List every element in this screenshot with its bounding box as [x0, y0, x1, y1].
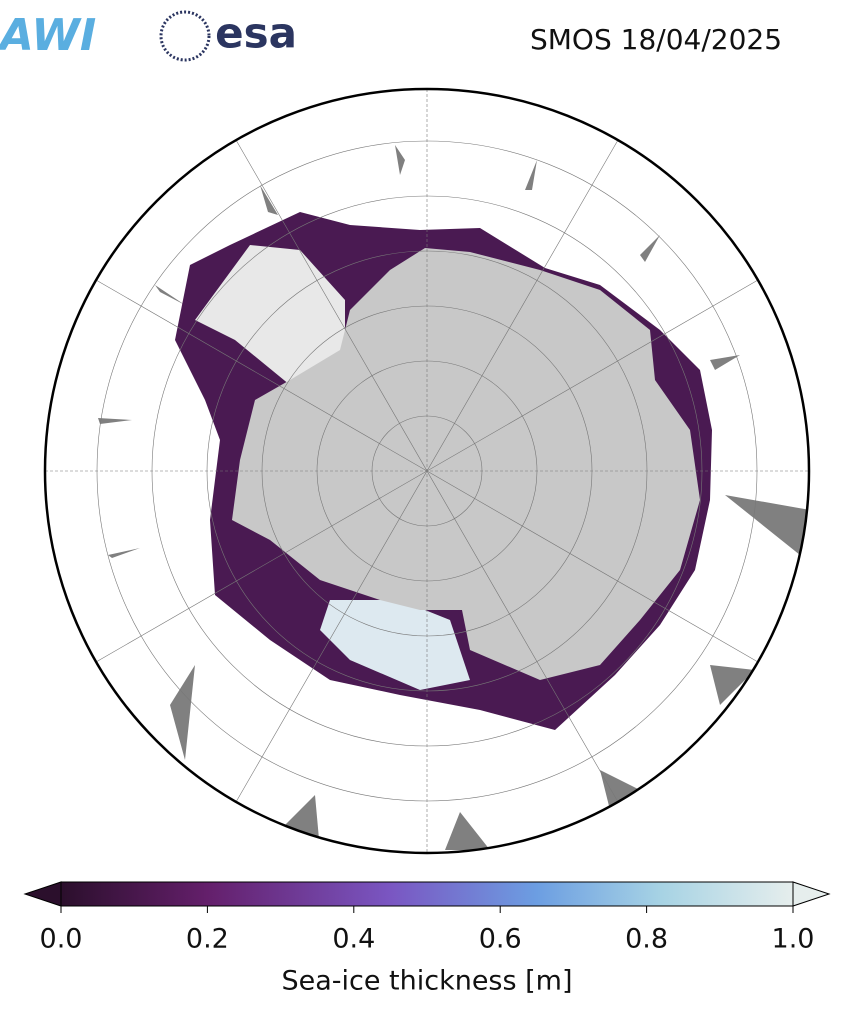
awi-logo: AWI [0, 10, 96, 61]
title: SMOS 18/04/2025 [530, 23, 782, 56]
map [45, 89, 809, 853]
colorbar-tick-label: 0.2 [186, 924, 229, 955]
colorbar: Sea-ice thickness [m] 0.0 0.2 0.4 0.6 0.8 1.0 [23, 881, 831, 997]
colorbar-label: Sea-ice thickness [m] [281, 966, 572, 997]
thick-ice [195, 245, 345, 385]
esa-logo: esa [215, 9, 297, 58]
graticule [45, 89, 809, 853]
colorbar-tick-label: 0.0 [40, 924, 83, 955]
thick-ice [320, 600, 470, 690]
colorbar-gradient [60, 881, 794, 907]
colorbar-tick-label: 0.6 [479, 924, 522, 955]
colorbar-extend-high [792, 881, 831, 907]
colorbar-tick-label: 0.4 [332, 924, 375, 955]
colorbar-extend-low [23, 881, 62, 907]
esa-emblem [159, 10, 211, 62]
map-border [43, 87, 811, 855]
antarctica [232, 248, 700, 680]
colorbar-tick-label: 1.0 [772, 924, 815, 955]
colorbar-tick-label: 0.8 [625, 924, 668, 955]
